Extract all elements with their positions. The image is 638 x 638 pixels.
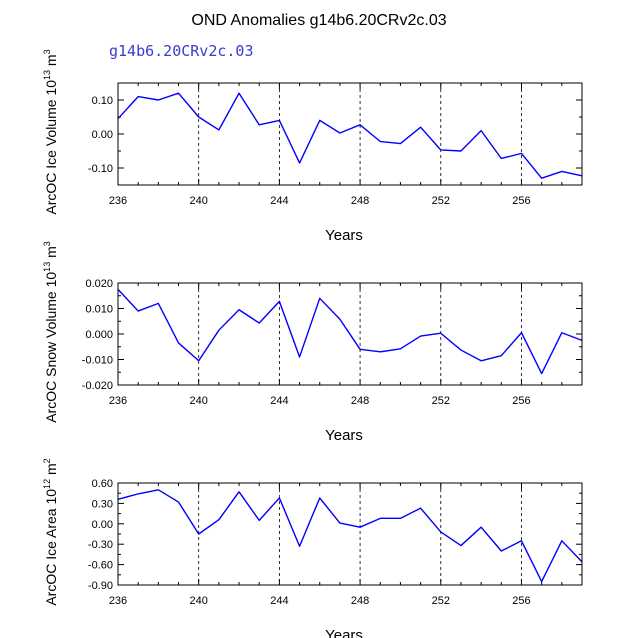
y-axis-label-unit: m — [43, 463, 59, 479]
series-line — [117, 489, 583, 583]
y-axis-label: ArcOC Snow Volume 1013 m3 — [42, 241, 59, 423]
y-axis-label-exp2: 2 — [42, 458, 52, 463]
x-tick-label: 244 — [270, 195, 288, 207]
y-axis-label-exp1: 13 — [42, 70, 52, 80]
plot-frame — [117, 482, 583, 586]
y-axis-label: ArcOC Ice Volume 1013 m3 — [42, 49, 59, 214]
x-tick-label: 236 — [109, 395, 127, 407]
figure-title: OND Anomalies g14b6.20CRv2c.03 — [191, 12, 446, 29]
x-axis-label: Years — [325, 627, 363, 638]
x-tick-label: 240 — [190, 395, 208, 407]
x-tick-label: 236 — [109, 595, 127, 607]
x-tick-label: 252 — [432, 595, 450, 607]
x-tick-label: 244 — [270, 395, 288, 407]
panel-3: 0.60 0.30 0.00 -0.30 -0.60 -0.90 236 240 244 248 2… — [42, 458, 583, 638]
y-axis-label-unit: m — [43, 246, 59, 262]
panel-1: 0.10 0.00 -0.10 236 240 244 248 252 256 Years ArcO… — [42, 49, 583, 244]
y-axis-label-base: ArcOC Ice Area 10 — [43, 489, 59, 606]
x-tick-label: 248 — [351, 195, 369, 207]
x-tick-label: 252 — [432, 395, 450, 407]
plot-frame — [117, 282, 583, 386]
x-tick-label: 256 — [512, 195, 530, 207]
y-axis-label-base: ArcOC Snow Volume 10 — [43, 272, 59, 423]
y-axis-label-exp2: 3 — [42, 49, 52, 54]
y-tick-label: -0.10 — [88, 163, 113, 175]
y-axis-label-exp1: 12 — [42, 479, 52, 489]
y-tick-label: 0.30 — [92, 498, 113, 510]
x-tick-label: 240 — [190, 595, 208, 607]
y-tick-label: 0.10 — [92, 95, 113, 107]
y-tick-label: -0.010 — [82, 355, 113, 367]
y-axis-label-unit: m — [43, 54, 59, 70]
y-tick-label: -0.020 — [82, 380, 113, 392]
y-tick-label: -0.30 — [88, 539, 113, 551]
x-tick-label: 236 — [109, 195, 127, 207]
x-tick-label: 256 — [512, 395, 530, 407]
y-tick-label: 0.020 — [85, 278, 113, 290]
x-axis-label: Years — [325, 427, 363, 444]
x-tick-label: 252 — [432, 195, 450, 207]
x-tick-label: 248 — [351, 395, 369, 407]
y-axis-label: ArcOC Ice Area 1012 m2 — [42, 458, 59, 605]
y-tick-label: -0.90 — [88, 580, 113, 592]
y-tick-label: 0.000 — [85, 329, 113, 341]
panel-2: 0.020 0.010 0.000 -0.010 -0.020 236 240 244 248 2… — [42, 241, 583, 444]
x-axis-label: Years — [325, 227, 363, 244]
y-axis-label-exp2: 3 — [42, 241, 52, 246]
y-tick-label: 0.00 — [92, 129, 113, 141]
y-tick-label: 0.010 — [85, 304, 113, 316]
y-tick-label: 0.60 — [92, 478, 113, 490]
y-tick-label: -0.60 — [88, 560, 113, 572]
x-tick-label: 256 — [512, 595, 530, 607]
x-tick-label: 240 — [190, 195, 208, 207]
plot-frame — [117, 82, 583, 186]
y-axis-label-base: ArcOC Ice Volume 10 — [43, 80, 59, 215]
y-axis-label-exp1: 13 — [42, 262, 52, 272]
y-tick-label: 0.00 — [92, 519, 113, 531]
series-line — [117, 92, 583, 179]
x-tick-label: 248 — [351, 595, 369, 607]
series-line — [117, 288, 583, 375]
x-tick-label: 244 — [270, 595, 288, 607]
legend-label: g14b6.20CRv2c.03 — [109, 42, 254, 60]
